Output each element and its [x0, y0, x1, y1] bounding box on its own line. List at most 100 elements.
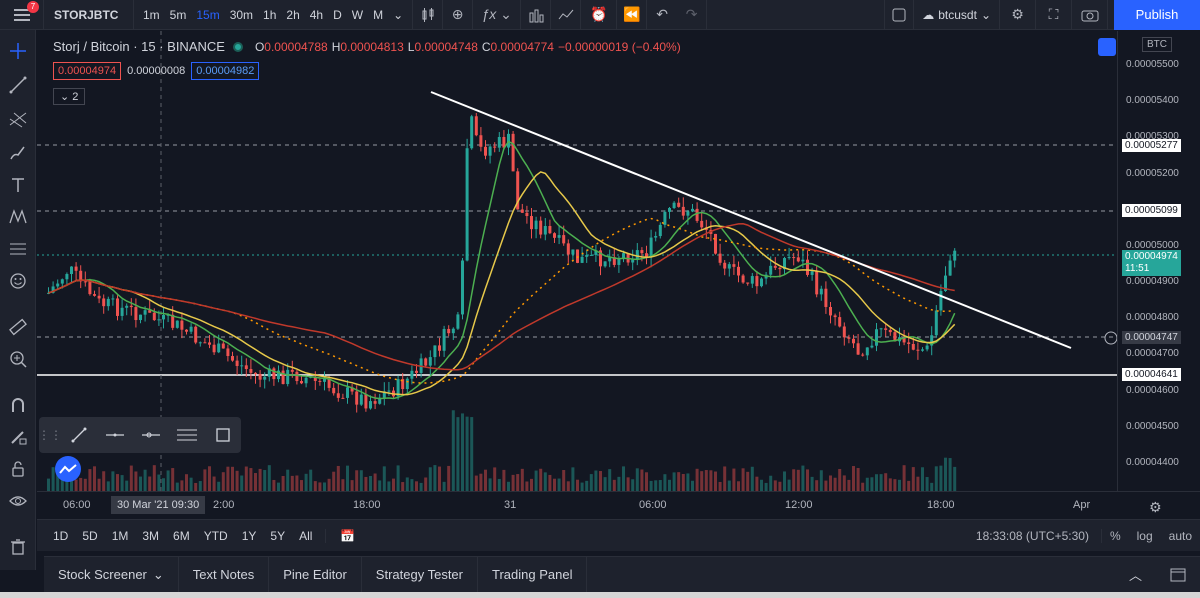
- templates-icon[interactable]: [521, 0, 552, 30]
- buy-price-button[interactable]: 0.00004982: [191, 62, 260, 80]
- brush-icon[interactable]: [0, 138, 36, 168]
- crosshair-icon[interactable]: [0, 36, 36, 66]
- trendline-icon[interactable]: [0, 70, 36, 100]
- candles-icon[interactable]: [413, 0, 444, 30]
- interval-d[interactable]: D: [333, 7, 342, 22]
- range-6m[interactable]: 6M: [173, 528, 190, 543]
- menu-button[interactable]: 7: [0, 0, 44, 30]
- prediction-icon[interactable]: [0, 234, 36, 264]
- tab-stock-screener[interactable]: Stock Screener ⌄: [44, 556, 179, 593]
- volume-bar: [737, 481, 740, 491]
- chevron-down-icon[interactable]: ⌄: [393, 7, 404, 22]
- eye-icon[interactable]: [0, 486, 36, 516]
- range-ytd[interactable]: YTD: [203, 528, 228, 543]
- candle-body: [378, 397, 382, 404]
- magnet-icon[interactable]: [0, 390, 36, 420]
- settings-gear-icon[interactable]: ⚙: [1149, 499, 1162, 515]
- interval-1m[interactable]: 1m: [143, 7, 160, 22]
- redo-icon[interactable]: ↷: [677, 0, 708, 30]
- financials-icon[interactable]: [551, 0, 582, 30]
- volume-bar: [907, 480, 911, 491]
- volume-bar: [373, 473, 377, 491]
- go-to-date-icon[interactable]: 📅: [325, 528, 362, 543]
- publish-button[interactable]: Publish: [1114, 0, 1200, 30]
- interval-30m[interactable]: 30m: [229, 7, 254, 22]
- camera-icon[interactable]: [1072, 0, 1108, 30]
- candle-body: [456, 314, 460, 329]
- symbol-search-button[interactable]: STORJBTC: [44, 0, 134, 30]
- candle-body: [97, 295, 101, 299]
- zoom-in-icon[interactable]: [0, 344, 36, 374]
- percent-scale-toggle[interactable]: %: [1100, 528, 1129, 543]
- maximize-panel-icon[interactable]: [1156, 557, 1200, 593]
- volume-bar: [111, 471, 115, 491]
- volume-bar: [148, 476, 152, 491]
- trendline-tool-icon[interactable]: [61, 417, 97, 453]
- pattern-icon[interactable]: [0, 202, 36, 232]
- interval-w[interactable]: W: [351, 7, 364, 22]
- interval-m[interactable]: M: [373, 7, 384, 22]
- parallel-channel-icon[interactable]: [169, 417, 205, 453]
- emoji-icon[interactable]: [0, 266, 36, 296]
- alert-icon[interactable]: ⏰: [581, 0, 618, 30]
- horizontal-line-icon[interactable]: [97, 417, 133, 453]
- ruler-icon[interactable]: [0, 312, 36, 342]
- price-chart[interactable]: [37, 31, 1117, 491]
- layout-name-button[interactable]: ☁ btcusdt ⌄: [914, 0, 1000, 30]
- time-axis[interactable]: 06:00 2:00 18:00 31 06:00 12:00 18:00 Ap…: [37, 491, 1200, 519]
- tab-strategy-tester[interactable]: Strategy Tester: [362, 556, 478, 593]
- log-scale-toggle[interactable]: log: [1136, 528, 1153, 543]
- interval-2h[interactable]: 2h: [286, 7, 300, 22]
- price-tick: 0.00004400: [1126, 457, 1179, 468]
- currency-label[interactable]: BTC: [1142, 37, 1172, 52]
- horizontal-ray-icon[interactable]: [133, 417, 169, 453]
- fib-tools-icon[interactable]: [0, 104, 36, 134]
- volume-bar: [539, 468, 543, 491]
- interval-4h[interactable]: 4h: [309, 7, 324, 22]
- chevron-up-icon[interactable]: ︿: [1128, 568, 1142, 583]
- indicators-icon[interactable]: ƒx ⌄: [473, 0, 522, 30]
- fullscreen-icon[interactable]: ⛶: [1036, 0, 1072, 30]
- interval-15m[interactable]: 15m: [196, 7, 220, 22]
- candle-body: [681, 206, 685, 216]
- range-1m[interactable]: 1M: [111, 528, 129, 543]
- range-5y[interactable]: 5Y: [270, 528, 286, 543]
- chart-pane[interactable]: Storj / Bitcoin · 15 · BINANCE O 0.000047…: [37, 31, 1117, 491]
- replay-icon[interactable]: ⏪: [617, 0, 648, 30]
- current-price: 0.00004974: [1125, 251, 1178, 262]
- sell-price-button[interactable]: 0.00004974: [53, 62, 122, 80]
- legend-title[interactable]: Storj / Bitcoin · 15 · BINANCE: [53, 39, 225, 54]
- layout-grid-icon[interactable]: [884, 0, 915, 30]
- candle-body: [484, 146, 487, 156]
- interval-1h[interactable]: 1h: [263, 7, 277, 22]
- volume-bar: [102, 471, 106, 491]
- lock-drawing-icon[interactable]: [0, 422, 36, 452]
- indicators-toggle[interactable]: ⌄ 2: [53, 88, 86, 105]
- candle-body: [557, 235, 561, 238]
- sync-icon[interactable]: [1098, 38, 1116, 56]
- undo-icon[interactable]: ↶: [656, 6, 669, 22]
- trash-icon[interactable]: [0, 532, 36, 562]
- tab-trading-panel[interactable]: Trading Panel: [478, 556, 588, 593]
- price-axis[interactable]: BTC 0.00005500 0.00005400 0.00005300 0.0…: [1117, 31, 1200, 491]
- drag-handle-icon[interactable]: ⋮⋮: [38, 428, 62, 442]
- timezone-clock[interactable]: 18:33:08 (UTC+5:30): [975, 528, 1089, 543]
- auto-scale-toggle[interactable]: auto: [1168, 528, 1192, 543]
- rectangle-tool-icon[interactable]: [205, 417, 241, 453]
- range-1y[interactable]: 1Y: [241, 528, 257, 543]
- range-3m[interactable]: 3M: [142, 528, 160, 543]
- candle-body: [497, 136, 501, 148]
- range-all[interactable]: All: [299, 528, 313, 543]
- volume-bar: [709, 470, 713, 491]
- range-1d[interactable]: 1D: [53, 528, 69, 543]
- range-5d[interactable]: 5D: [82, 528, 98, 543]
- candle-body: [465, 148, 469, 261]
- compare-add-icon[interactable]: ⊕: [443, 0, 474, 30]
- interval-5m[interactable]: 5m: [169, 7, 187, 22]
- tab-pine-editor[interactable]: Pine Editor: [269, 556, 362, 593]
- volume-bar: [249, 468, 253, 491]
- text-tool-icon[interactable]: [0, 170, 36, 200]
- settings-gear-icon[interactable]: ⚙: [1000, 0, 1036, 30]
- lock-icon[interactable]: [0, 454, 36, 484]
- tab-text-notes[interactable]: Text Notes: [179, 556, 270, 593]
